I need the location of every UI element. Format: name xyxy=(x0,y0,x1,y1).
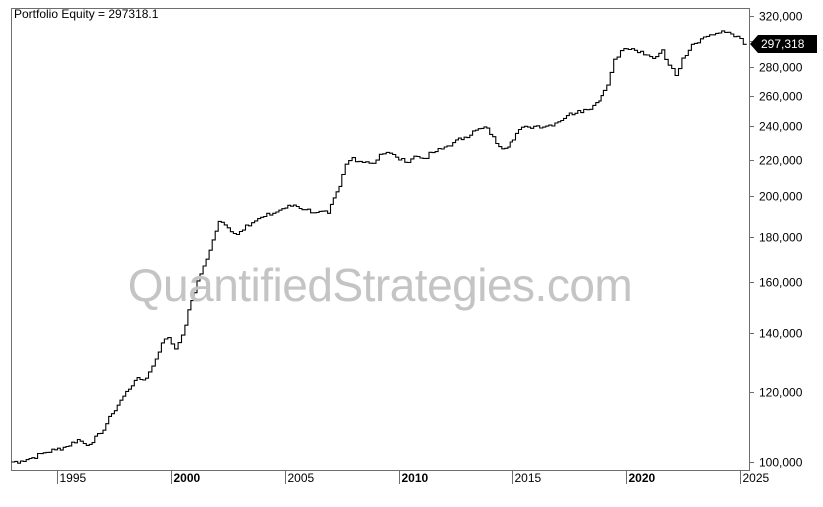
watermark-text: QuantifiedStrategies.com xyxy=(127,259,633,311)
y-tick-label: 320,000 xyxy=(759,10,803,24)
last-value-badge: 297,318 xyxy=(750,35,817,53)
x-tick-label: 2020 xyxy=(629,471,656,485)
y-tick-label: 220,000 xyxy=(759,154,803,168)
last-value-text: 297,318 xyxy=(761,37,805,51)
y-tick-label: 120,000 xyxy=(759,386,803,400)
series-line-portfolio-equity xyxy=(11,30,747,464)
x-tick-label: 2000 xyxy=(174,471,201,485)
y-tick-label: 160,000 xyxy=(759,276,803,290)
y-tick-label: 100,000 xyxy=(759,456,803,470)
x-tick-label: 2005 xyxy=(288,471,315,485)
y-tick-label: 200,000 xyxy=(759,190,803,204)
y-tick-label: 180,000 xyxy=(759,231,803,245)
y-tick-label: 280,000 xyxy=(759,61,803,75)
badge-shape xyxy=(750,35,817,53)
y-tick-label: 260,000 xyxy=(759,90,803,104)
x-tick-label: 2015 xyxy=(515,471,542,485)
x-tick-label: 1995 xyxy=(60,471,87,485)
y-tick-label: 140,000 xyxy=(759,327,803,341)
x-tick-label: 2025 xyxy=(743,471,770,485)
plot-frame xyxy=(11,8,750,471)
x-tick-label: 2010 xyxy=(402,471,429,485)
y-axis: 100,000 120,000 140,000 160,000 180,000 200,0… xyxy=(749,10,803,470)
y-tick-label: 240,000 xyxy=(759,120,803,134)
x-axis: 1995 2000 2005 2010 2015 2020 2025 xyxy=(57,470,770,485)
series-value-label: Portfolio Equity = 297318.1 xyxy=(14,7,159,21)
